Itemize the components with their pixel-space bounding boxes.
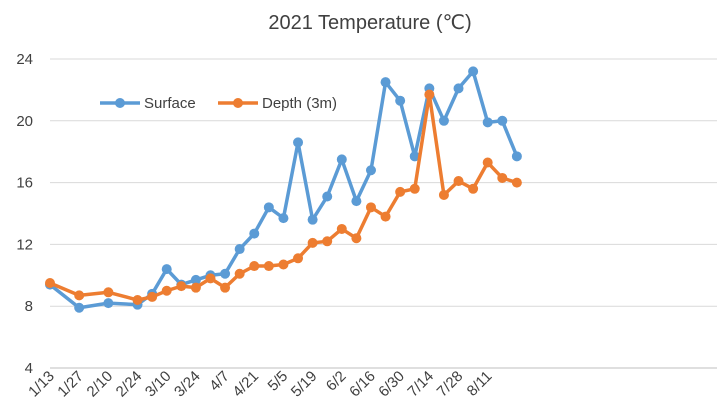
data-point — [263, 202, 274, 213]
data-point — [307, 237, 318, 248]
data-point — [511, 177, 522, 188]
x-tick-label: 1/27 — [54, 368, 87, 401]
data-point — [336, 154, 347, 165]
legend: Surface Depth (3m) — [100, 95, 337, 112]
data-point — [322, 236, 333, 247]
data-point — [409, 183, 420, 194]
data-point — [249, 228, 260, 239]
data-point — [293, 137, 304, 148]
data-point — [103, 298, 114, 309]
x-tick-label: 7/28 — [434, 368, 467, 401]
data-point — [190, 274, 201, 285]
data-point — [351, 233, 362, 244]
data-point — [278, 259, 289, 270]
legend-label: Surface — [144, 95, 196, 112]
data-point — [395, 186, 406, 197]
y-tick-label: 16 — [16, 175, 33, 192]
data-point — [395, 95, 406, 106]
data-point — [176, 281, 187, 292]
data-point — [468, 66, 479, 77]
data-point — [497, 172, 508, 183]
data-point — [438, 115, 449, 126]
x-tick-label: 3/10 — [142, 368, 175, 401]
data-point — [293, 253, 304, 264]
data-point — [220, 282, 231, 293]
x-tick-label: 5/5 — [264, 368, 291, 395]
data-point — [132, 295, 143, 306]
data-point — [468, 183, 479, 194]
data-point — [234, 268, 245, 279]
data-point — [365, 202, 376, 213]
y-tick-label: 24 — [16, 51, 33, 68]
data-point — [190, 282, 201, 293]
data-point — [205, 273, 216, 284]
x-tick-label: 8/11 — [464, 368, 496, 400]
data-point — [74, 302, 85, 313]
data-point — [409, 151, 420, 162]
data-point — [453, 176, 464, 187]
chart-title: 2021 Temperature (℃) — [268, 12, 471, 34]
series-depth — [45, 89, 522, 306]
x-tick-label: 2/24 — [113, 368, 146, 401]
data-point — [74, 290, 85, 301]
data-point — [249, 261, 260, 272]
data-point — [263, 261, 274, 272]
data-point — [307, 214, 318, 225]
y-tick-label: 8 — [25, 298, 33, 315]
x-axis: 1/131/272/102/243/103/24 4/74/21 5/55/19 6/… — [25, 368, 495, 401]
data-point — [453, 83, 464, 94]
x-tick-label: 3/24 — [171, 368, 204, 401]
data-point — [161, 285, 172, 296]
data-point — [336, 223, 347, 234]
x-tick-label: 2/10 — [84, 368, 117, 401]
data-point — [103, 287, 114, 298]
legend-label: Depth (3m) — [262, 95, 337, 112]
data-point — [497, 115, 508, 126]
data-point — [322, 191, 333, 202]
x-tick-label: 5/19 — [288, 368, 321, 401]
data-point — [424, 89, 435, 100]
y-tick-label: 4 — [25, 360, 33, 377]
y-tick-label: 12 — [16, 236, 33, 253]
y-tick-label: 20 — [16, 113, 33, 130]
data-point — [351, 196, 362, 207]
x-tick-label: 4/7 — [206, 368, 233, 395]
series-group — [45, 66, 522, 313]
x-tick-label: 4/21 — [229, 368, 262, 401]
data-point — [161, 264, 172, 275]
data-point — [380, 77, 391, 88]
x-tick-label: 6/30 — [375, 368, 408, 401]
data-point — [482, 117, 493, 128]
x-tick-label: 7/14 — [404, 368, 437, 401]
legend-marker — [233, 98, 243, 108]
legend-marker — [115, 98, 125, 108]
x-tick-label: 6/2 — [323, 368, 350, 395]
data-point — [511, 151, 522, 162]
legend-item: Surface — [100, 95, 196, 112]
legend-item: Depth (3m) — [218, 95, 337, 112]
x-tick-label: 6/16 — [346, 368, 379, 401]
grid — [50, 58, 717, 369]
data-point — [438, 189, 449, 200]
data-point — [234, 244, 245, 255]
data-point — [278, 213, 289, 224]
y-axis: 4 8 12 16 20 24 — [16, 51, 33, 377]
data-point — [220, 268, 231, 279]
data-point — [147, 291, 158, 302]
data-point — [365, 165, 376, 176]
data-point — [482, 157, 493, 168]
data-point — [45, 278, 55, 289]
data-point — [380, 211, 391, 222]
